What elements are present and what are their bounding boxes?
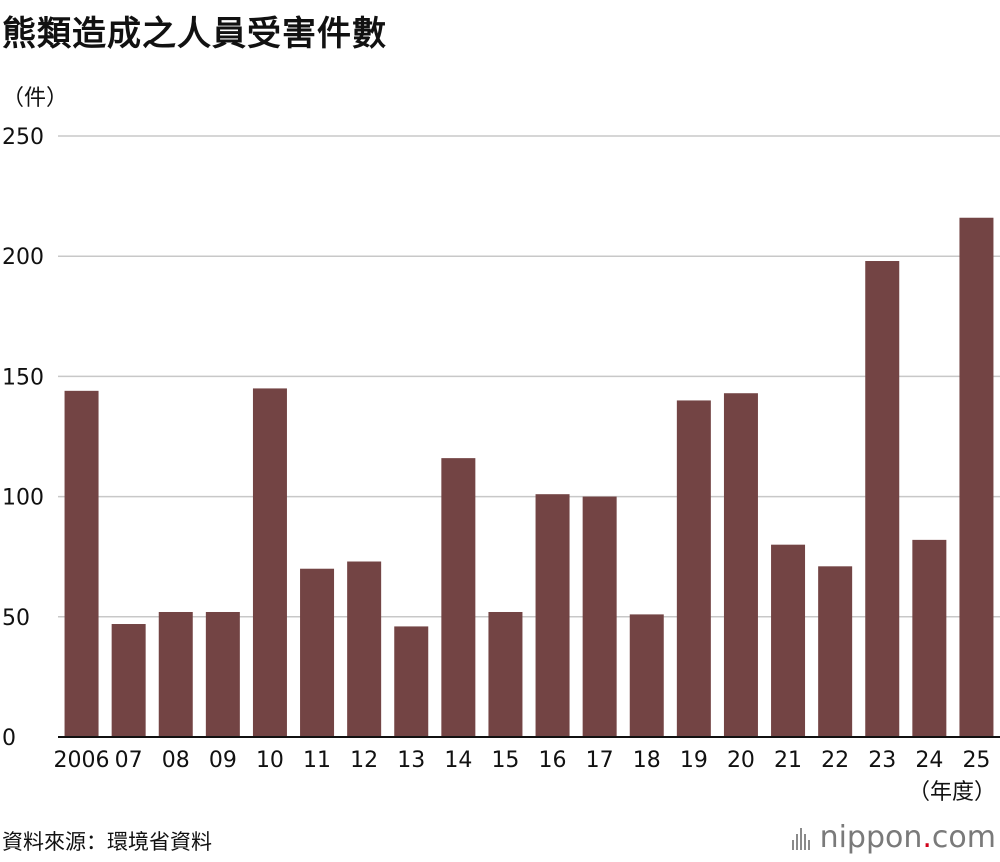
y-axis-unit-label: （件） [2,86,69,111]
bar [252,388,287,737]
x-tick-label: 12 [350,748,378,773]
x-tick-label: 09 [209,748,237,773]
bar [676,400,711,737]
y-tick-label: 100 [2,486,44,511]
bar [723,393,758,737]
x-tick-label: 25 [962,748,990,773]
bar [818,566,853,737]
x-tick-label: 24 [915,748,943,773]
x-tick-label: 14 [444,748,472,773]
y-tick-label: 50 [2,606,30,631]
bar [394,626,429,737]
x-tick-label: 17 [586,748,614,773]
bar [771,544,806,737]
y-tick-label: 200 [2,245,44,270]
bar [865,261,900,737]
bar [158,611,193,737]
brand-name: nippon [819,820,923,855]
bar [111,624,146,737]
x-tick-label: 22 [821,748,849,773]
bar-chart: 0 50 100 150 200 250 2006 07 08 09 10 11 12 13 14 15 16 1… [2,125,1000,805]
x-tick-label: 15 [491,748,519,773]
bar [205,611,240,737]
bar [441,458,476,737]
chart-title: 熊類造成之人員受害件數 [2,14,387,54]
x-tick-label: 18 [633,748,661,773]
brand-dot: . [922,820,932,855]
bar [300,568,335,737]
bar [959,217,994,738]
x-tick-label: 16 [539,748,567,773]
bar [347,561,382,737]
y-tick-label: 250 [2,125,44,150]
x-tick-label: 08 [162,748,190,773]
x-tick-label: 23 [868,748,896,773]
x-tick-label: 20 [727,748,755,773]
bar [535,494,570,737]
bar [912,539,947,737]
x-tick-label: 07 [115,748,143,773]
brand-logo: nippon. com [791,820,996,855]
source-note: 資料來源：環境省資料 [2,830,212,854]
bar [64,390,99,737]
x-tick-label: 21 [774,748,802,773]
x-tick-label: 19 [680,748,708,773]
bar [629,614,664,737]
nippon-logo-icon [791,826,812,850]
y-tick-label: 150 [2,365,44,390]
x-tick-label: 10 [256,748,284,773]
x-axis-unit-label: （年度） [908,780,996,805]
x-tick-label: 13 [397,748,425,773]
bar [582,496,617,737]
x-tick-label: 2006 [54,748,110,773]
bar [488,611,523,737]
x-tick-label: 11 [303,748,331,773]
brand-domain: com [931,820,996,855]
y-tick-label: 0 [2,726,16,751]
